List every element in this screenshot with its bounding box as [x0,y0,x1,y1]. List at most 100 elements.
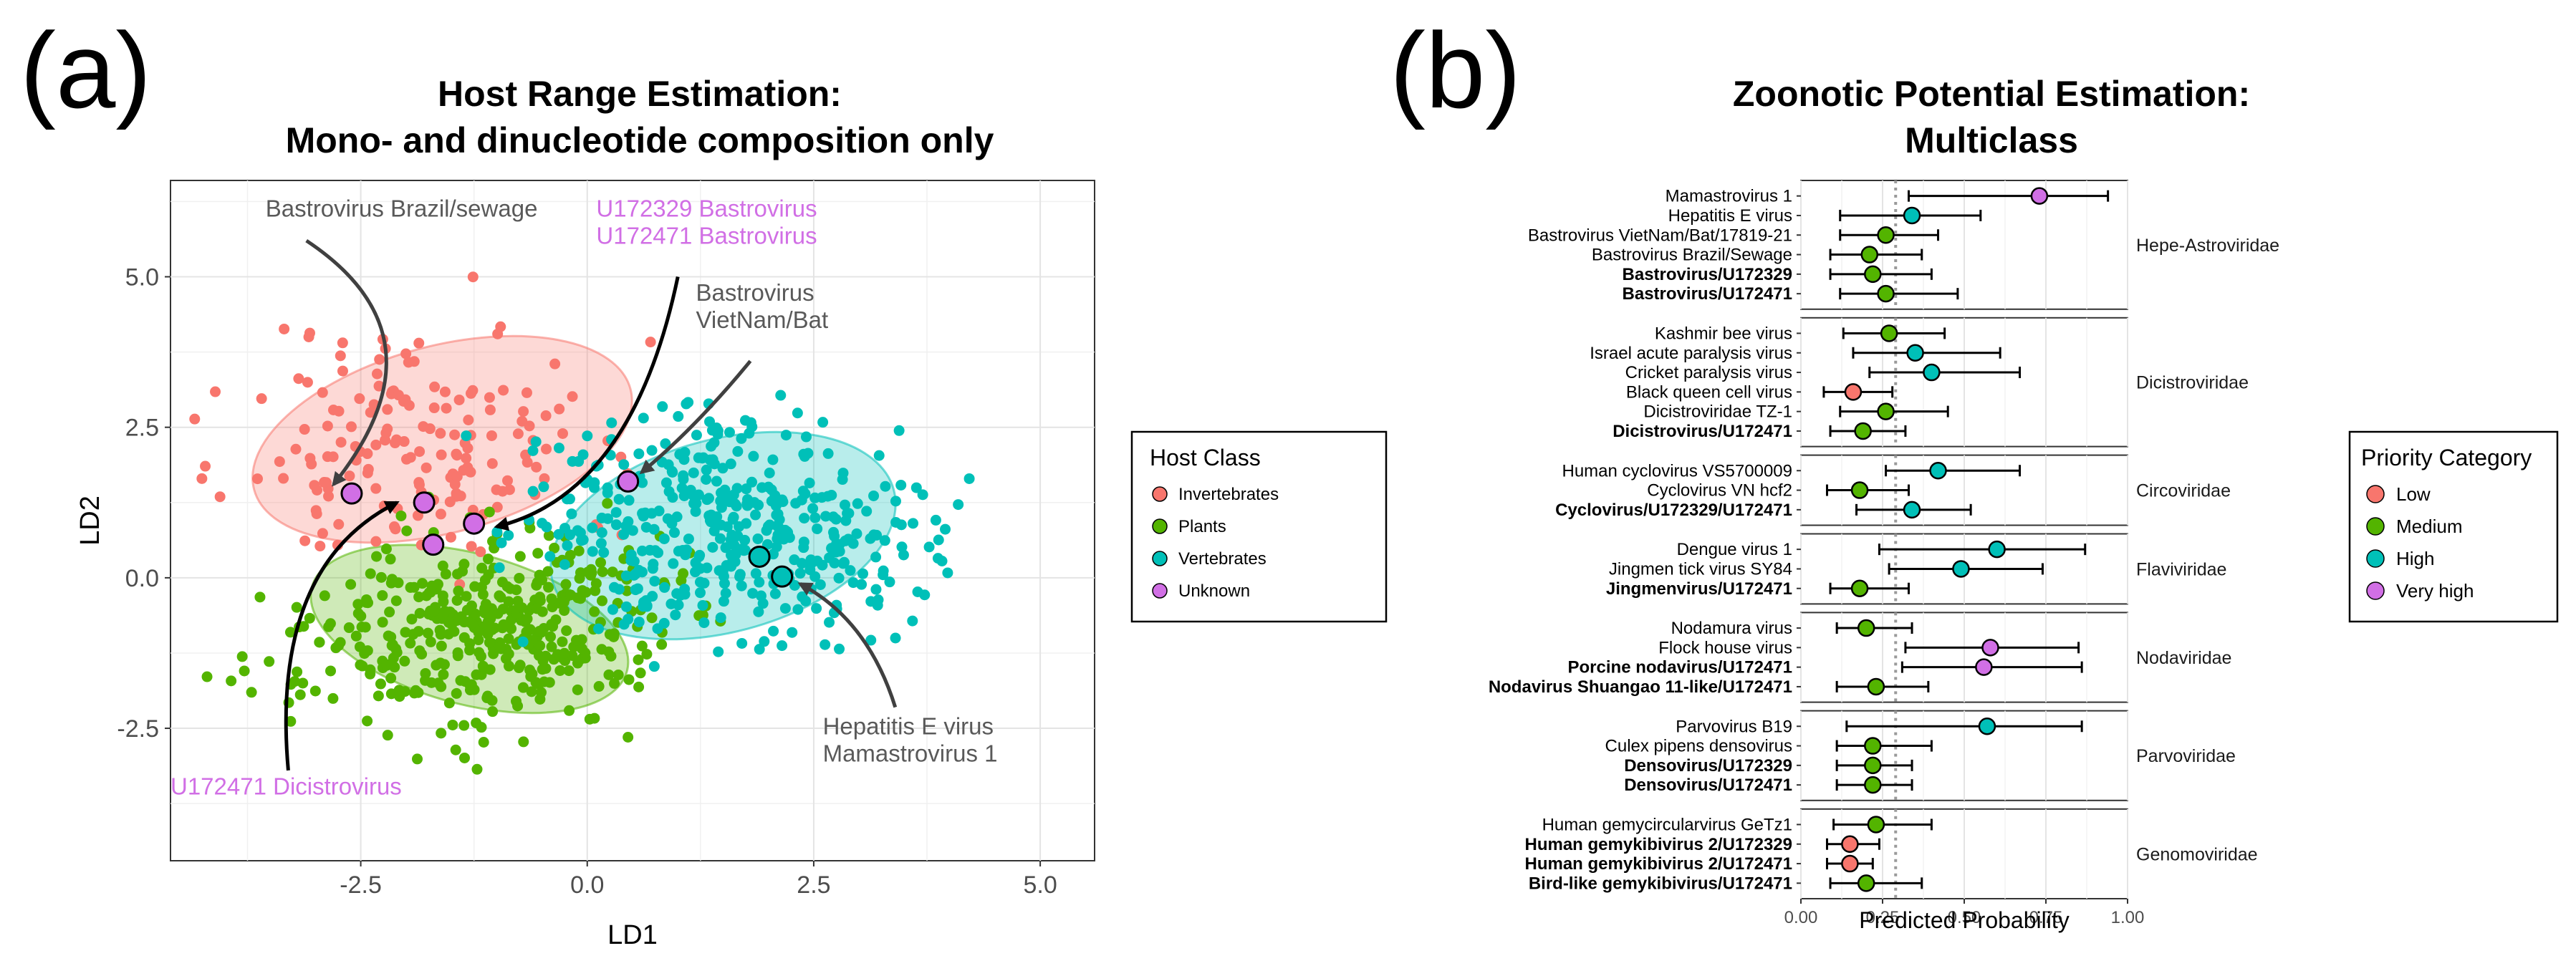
row-label: Porcine nodavirus/U172471 [1568,658,1792,677]
x-tick-label: -2.5 [340,871,382,899]
point-invertebrates [466,541,477,552]
point-plants [414,645,426,657]
point-vertebrates [797,591,808,602]
estimate-point [1854,422,1872,440]
point-plants [573,545,585,556]
highlighted-point [617,470,640,493]
point-plants [590,585,601,596]
point-invertebrates [388,521,400,533]
point-invertebrates [462,443,474,454]
point-invertebrates [337,337,348,349]
point-vertebrates [623,614,634,625]
point-plants [438,669,449,680]
point-vertebrates [780,430,792,441]
estimate-point [1860,246,1879,264]
point-vertebrates [697,599,708,611]
point-vertebrates [628,569,640,581]
point-plants [291,602,302,613]
point-plants [477,589,489,600]
point-vertebrates [596,527,607,538]
point-vertebrates [620,601,632,612]
y-tick-label: 0.0 [125,565,159,592]
y-tick-label: -2.5 [117,715,159,743]
estimate-point [1857,874,1875,892]
point-vertebrates [589,477,600,488]
row-label: Human gemykibivirus 2/U172471 [1524,854,1792,874]
point-invertebrates [337,365,348,377]
legend-key-very-high [2366,581,2385,600]
point-plants [597,566,608,577]
point-plants [425,636,436,647]
point-vertebrates [734,569,746,580]
point-plants [487,706,499,718]
point-invertebrates [293,373,304,385]
point-vertebrates [807,503,819,514]
point-plants [633,654,644,665]
point-plants [443,697,455,709]
point-vertebrates [775,390,787,401]
point-vertebrates [820,639,831,650]
panel-a-ticks: -2.5 0.0 2.5 5.0 -2.5 0.0 2.5 5.0 [117,264,1057,899]
x-tick-label: 0.50 [1948,908,1981,927]
point-vertebrates [753,499,764,511]
point-vertebrates [895,479,907,491]
row-label: Cyclovirus/U172329/U172471 [1555,501,1792,520]
point-vertebrates [834,538,845,550]
point-invertebrates [382,404,393,415]
point-invertebrates [335,350,346,362]
point-plants [558,596,569,608]
y-tick-label: 5.0 [125,264,159,291]
point-invertebrates [403,400,415,411]
point-plants [362,645,373,657]
point-vertebrates [663,486,675,497]
point-invertebrates [323,491,335,502]
point-vertebrates [861,506,873,517]
point-plants [543,530,554,541]
point-plants [405,637,416,649]
point-plants [401,525,413,536]
point-vertebrates [910,482,922,493]
point-vertebrates [768,625,779,637]
point-invertebrates [484,404,496,415]
point-vertebrates [582,430,593,442]
point-vertebrates [878,569,889,581]
annotation-label: VietNam/Bat [696,306,829,333]
point-vertebrates [724,496,735,508]
point-vertebrates [756,482,768,493]
point-vertebrates [857,568,869,579]
point-vertebrates [706,440,717,452]
point-vertebrates [708,525,720,536]
point-invertebrates [252,473,264,485]
point-plants [503,660,514,672]
point-invertebrates [549,358,561,370]
point-plants [524,523,536,534]
point-plants [487,536,499,547]
point-vertebrates [701,473,712,485]
point-plants [511,584,522,596]
estimate-point [1864,265,1882,284]
point-plants [572,657,583,669]
point-plants [557,636,568,647]
point-invertebrates [504,484,515,496]
point-invertebrates [306,458,317,470]
point-vertebrates [736,637,748,649]
point-plants [365,568,376,579]
point-vertebrates [707,541,719,553]
point-plants [543,581,554,593]
point-vertebrates [562,540,573,551]
point-invertebrates [451,471,463,483]
legend-label: Very high [2396,580,2474,602]
point-vertebrates [544,551,556,562]
point-plants [559,647,570,659]
point-vertebrates [870,551,882,563]
legend-label: Low [2396,483,2431,505]
point-plants [289,676,300,687]
point-vertebrates [647,563,658,574]
point-vertebrates [827,511,839,523]
point-plants [494,590,505,602]
point-vertebrates [660,477,672,488]
